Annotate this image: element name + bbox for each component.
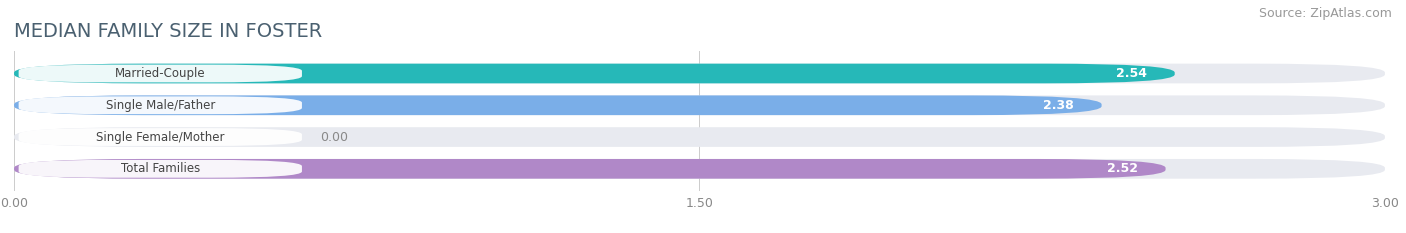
Text: MEDIAN FAMILY SIZE IN FOSTER: MEDIAN FAMILY SIZE IN FOSTER: [14, 22, 322, 41]
Text: Married-Couple: Married-Couple: [115, 67, 205, 80]
Text: 2.38: 2.38: [1043, 99, 1074, 112]
Text: 2.54: 2.54: [1116, 67, 1147, 80]
FancyBboxPatch shape: [14, 64, 1175, 83]
Text: 2.52: 2.52: [1107, 162, 1139, 175]
FancyBboxPatch shape: [14, 159, 1385, 179]
FancyBboxPatch shape: [14, 64, 1385, 83]
Text: Total Families: Total Families: [121, 162, 200, 175]
Text: 0.00: 0.00: [321, 130, 349, 144]
FancyBboxPatch shape: [18, 96, 302, 114]
FancyBboxPatch shape: [18, 65, 302, 82]
Text: Single Female/Mother: Single Female/Mother: [96, 130, 225, 144]
FancyBboxPatch shape: [14, 159, 1166, 179]
Text: Source: ZipAtlas.com: Source: ZipAtlas.com: [1258, 7, 1392, 20]
FancyBboxPatch shape: [14, 96, 1385, 115]
FancyBboxPatch shape: [18, 160, 302, 178]
Text: Single Male/Father: Single Male/Father: [105, 99, 215, 112]
FancyBboxPatch shape: [18, 128, 302, 146]
FancyBboxPatch shape: [14, 127, 1385, 147]
FancyBboxPatch shape: [14, 96, 1102, 115]
